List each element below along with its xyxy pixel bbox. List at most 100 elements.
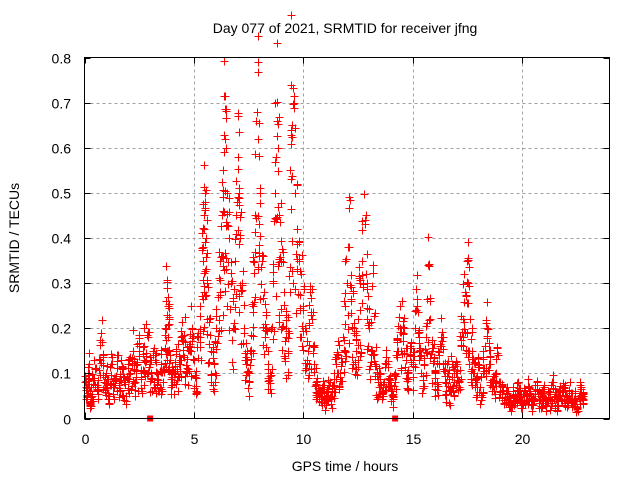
data-point	[235, 308, 244, 317]
data-point	[395, 313, 404, 322]
data-point	[426, 297, 435, 306]
data-point	[223, 189, 232, 198]
data-point	[341, 257, 350, 266]
data-point	[361, 220, 370, 229]
data-point	[352, 331, 361, 340]
data-point	[259, 252, 268, 261]
data-point	[242, 360, 251, 369]
x-tick-label: 5	[191, 431, 199, 447]
data-point	[349, 287, 358, 296]
data-point	[437, 314, 446, 323]
data-point	[225, 194, 234, 203]
data-point	[299, 302, 308, 311]
data-point	[225, 208, 234, 217]
data-point	[470, 358, 479, 367]
data-point	[140, 381, 149, 390]
data-point	[255, 220, 264, 229]
data-point	[271, 189, 280, 198]
data-point	[174, 387, 183, 396]
data-point	[418, 389, 427, 398]
data-point	[354, 356, 363, 365]
data-point	[369, 269, 378, 278]
data-point	[312, 378, 321, 387]
data-point	[269, 335, 278, 344]
data-point	[465, 263, 474, 272]
data-point	[358, 299, 367, 308]
data-point	[524, 382, 533, 391]
data-point	[261, 320, 270, 329]
data-point	[486, 360, 495, 369]
data-point	[409, 362, 418, 371]
data-point	[434, 382, 443, 391]
data-point	[225, 326, 234, 335]
data-point	[288, 267, 297, 276]
data-point	[294, 290, 303, 299]
data-point	[342, 352, 351, 361]
data-point	[424, 338, 433, 347]
data-point	[196, 333, 205, 342]
data-point	[439, 333, 448, 342]
data-point	[119, 372, 128, 381]
y-tick-label: 0.8	[52, 51, 72, 67]
data-point	[571, 387, 580, 396]
data-point	[286, 263, 295, 272]
data-point	[165, 313, 174, 322]
data-point	[196, 302, 205, 311]
data-point	[284, 371, 293, 380]
data-point	[414, 329, 423, 338]
data-point	[548, 397, 557, 406]
data-point	[236, 231, 245, 240]
data-point	[226, 305, 235, 314]
data-point	[285, 329, 294, 338]
data-point	[273, 132, 282, 141]
y-tick-label: 0.4	[52, 231, 72, 247]
data-point	[424, 233, 433, 242]
data-point	[345, 339, 354, 348]
data-point	[450, 391, 459, 400]
data-point	[264, 377, 273, 386]
data-point	[85, 349, 94, 358]
data-point	[99, 361, 108, 370]
data-point	[493, 344, 502, 353]
data-point	[142, 349, 151, 358]
data-point	[249, 253, 258, 262]
data-point	[291, 189, 300, 198]
x-tick-label: 10	[296, 431, 312, 447]
data-point	[244, 368, 253, 377]
data-point	[165, 320, 174, 329]
data-point	[508, 403, 517, 412]
data-point	[221, 187, 230, 196]
data-point	[330, 394, 339, 403]
data-point	[364, 292, 373, 301]
data-point	[188, 337, 197, 346]
data-point	[340, 368, 349, 377]
data-point	[350, 319, 359, 328]
data-point	[304, 347, 313, 356]
data-point	[284, 327, 293, 336]
data-point	[279, 248, 288, 257]
data-point	[274, 120, 283, 129]
y-tick-label: 0.3	[52, 276, 72, 292]
data-point	[291, 285, 300, 294]
data-point	[227, 279, 236, 288]
data-point	[567, 389, 576, 398]
data-point	[338, 377, 347, 386]
data-point	[204, 283, 213, 292]
data-point	[460, 270, 469, 279]
axis-ticks	[84, 57, 610, 420]
data-point	[392, 351, 401, 360]
data-point	[483, 332, 492, 341]
data-point	[460, 318, 469, 327]
data-point	[486, 346, 495, 355]
data-point	[292, 250, 301, 259]
data-point	[387, 397, 396, 406]
data-point	[266, 369, 275, 378]
data-point	[88, 392, 97, 401]
data-point	[143, 370, 152, 379]
data-point	[365, 319, 374, 328]
data-point	[464, 256, 473, 265]
data-point	[414, 308, 423, 317]
data-point	[300, 285, 309, 294]
data-point	[139, 366, 148, 375]
data-point	[358, 226, 367, 235]
